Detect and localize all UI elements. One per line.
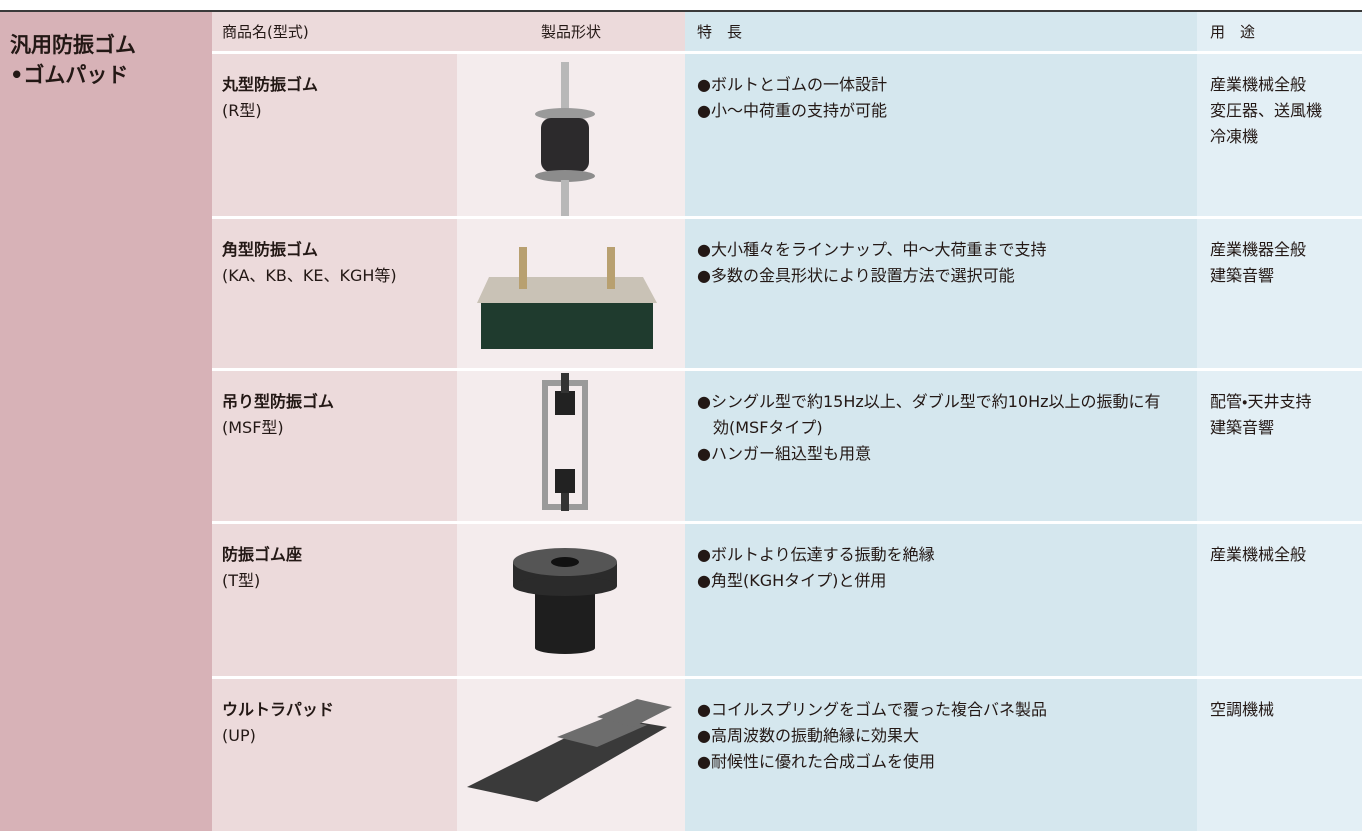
feature: ●ボルトとゴムの一体設計 xyxy=(697,75,887,94)
uses-cell: 配管・天井支持 建築音響 xyxy=(1197,369,1362,522)
product-name: 防振ゴム座 xyxy=(222,545,303,564)
header-uses: 用 途 xyxy=(1197,12,1362,52)
feature: ●小～中荷重の支持が可能 xyxy=(697,101,887,120)
feature: ●多数の金具形状により設置方法で選択可能 xyxy=(697,266,1015,285)
feature: ●高周波数の振動絶縁に効果大 xyxy=(697,726,919,745)
use: 配管・天井支持 xyxy=(1210,392,1312,411)
feature: ●ハンガー組込型も用意 xyxy=(697,444,871,463)
uses-cell: 産業機械全般 xyxy=(1197,522,1362,677)
feature: ●ボルトより伝達する振動を絶縁 xyxy=(697,545,935,564)
product-model: (KA、KB、KE、KGH等) xyxy=(222,266,397,285)
feature: ●シングル型で約15Hz以上、ダブル型で約10Hz以上の振動に有効(MSFタイプ… xyxy=(697,392,1161,437)
product-name: 丸型防振ゴム xyxy=(222,75,319,94)
use: 変圧器、送風機 xyxy=(1210,101,1323,120)
features-cell: ●ボルトより伝達する振動を絶縁 ●角型(KGHタイプ)と併用 xyxy=(685,522,1197,677)
use: 建築音響 xyxy=(1210,418,1275,437)
header-name: 商品名(型式) xyxy=(212,12,457,52)
product-name: 角型防振ゴム xyxy=(222,240,319,259)
features-cell: ●コイルスプリングをゴムで覆った複合バネ製品 ●高周波数の振動絶縁に効果大 ●耐候性… xyxy=(685,677,1197,831)
product-drawing xyxy=(477,247,657,349)
features-cell: ●大小種々をラインナップ、中～大荷重まで支持 ●多数の金具形状により設置方法で選択… xyxy=(685,217,1197,369)
row-separator xyxy=(212,51,1362,54)
product-drawing xyxy=(467,699,672,802)
row-separator xyxy=(212,216,1362,219)
use: 産業機械全般 xyxy=(1210,75,1307,94)
uses-cell: 産業機械全般 変圧器、送風機 冷凍機 xyxy=(1197,52,1362,217)
feature: ●耐候性に優れた合成ゴムを使用 xyxy=(697,752,935,771)
use: 冷凍機 xyxy=(1210,127,1259,146)
product-name: ウルトラパッド xyxy=(222,700,334,719)
product-drawing xyxy=(535,62,595,217)
features-cell: ●ボルトとゴムの一体設計 ●小～中荷重の支持が可能 xyxy=(685,52,1197,217)
product-model: (T型) xyxy=(222,571,261,590)
use: 産業機器全般 xyxy=(1210,240,1307,259)
row-separator xyxy=(212,368,1362,371)
product-image xyxy=(457,369,685,522)
category-line: 汎用防振ゴム xyxy=(10,33,136,57)
row-separator xyxy=(212,676,1362,679)
product-model: (R型) xyxy=(222,101,262,120)
use: 空調機械 xyxy=(1210,700,1275,719)
uses-cell: 空調機械 xyxy=(1197,677,1362,831)
feature: ●角型(KGHタイプ)と併用 xyxy=(697,571,887,590)
product-image xyxy=(457,52,685,217)
use: 建築音響 xyxy=(1210,266,1275,285)
header-features: 特 長 xyxy=(685,12,1197,52)
category-line: •ゴムパッド xyxy=(10,63,129,87)
name-cell: ウルトラパッド (UP) xyxy=(212,677,457,831)
category: 汎用防振ゴム •ゴムパッド xyxy=(0,12,212,831)
product-model: (UP) xyxy=(222,726,256,745)
top-rule xyxy=(0,10,1362,12)
feature: ●大小種々をラインナップ、中～大荷重まで支持 xyxy=(697,240,1047,259)
name-cell: 丸型防振ゴム (R型) xyxy=(212,52,457,217)
header-shape: 製品形状 xyxy=(457,12,685,52)
use: 産業機械全般 xyxy=(1210,545,1307,564)
product-drawing xyxy=(513,548,617,654)
product-model: (MSF型) xyxy=(222,418,284,437)
name-cell: 防振ゴム座 (T型) xyxy=(212,522,457,677)
features-cell: ●シングル型で約15Hz以上、ダブル型で約10Hz以上の振動に有効(MSFタイプ… xyxy=(685,369,1197,522)
product-image xyxy=(457,217,685,369)
name-cell: 吊り型防振ゴム (MSF型) xyxy=(212,369,457,522)
product-image xyxy=(457,522,685,677)
product-drawing xyxy=(542,373,588,511)
name-cell: 角型防振ゴム (KA、KB、KE、KGH等) xyxy=(212,217,457,369)
product-image xyxy=(457,677,685,831)
row-separator xyxy=(212,521,1362,524)
uses-cell: 産業機器全般 建築音響 xyxy=(1197,217,1362,369)
product-name: 吊り型防振ゴム xyxy=(222,392,335,411)
feature: ●コイルスプリングをゴムで覆った複合バネ製品 xyxy=(697,700,1047,719)
